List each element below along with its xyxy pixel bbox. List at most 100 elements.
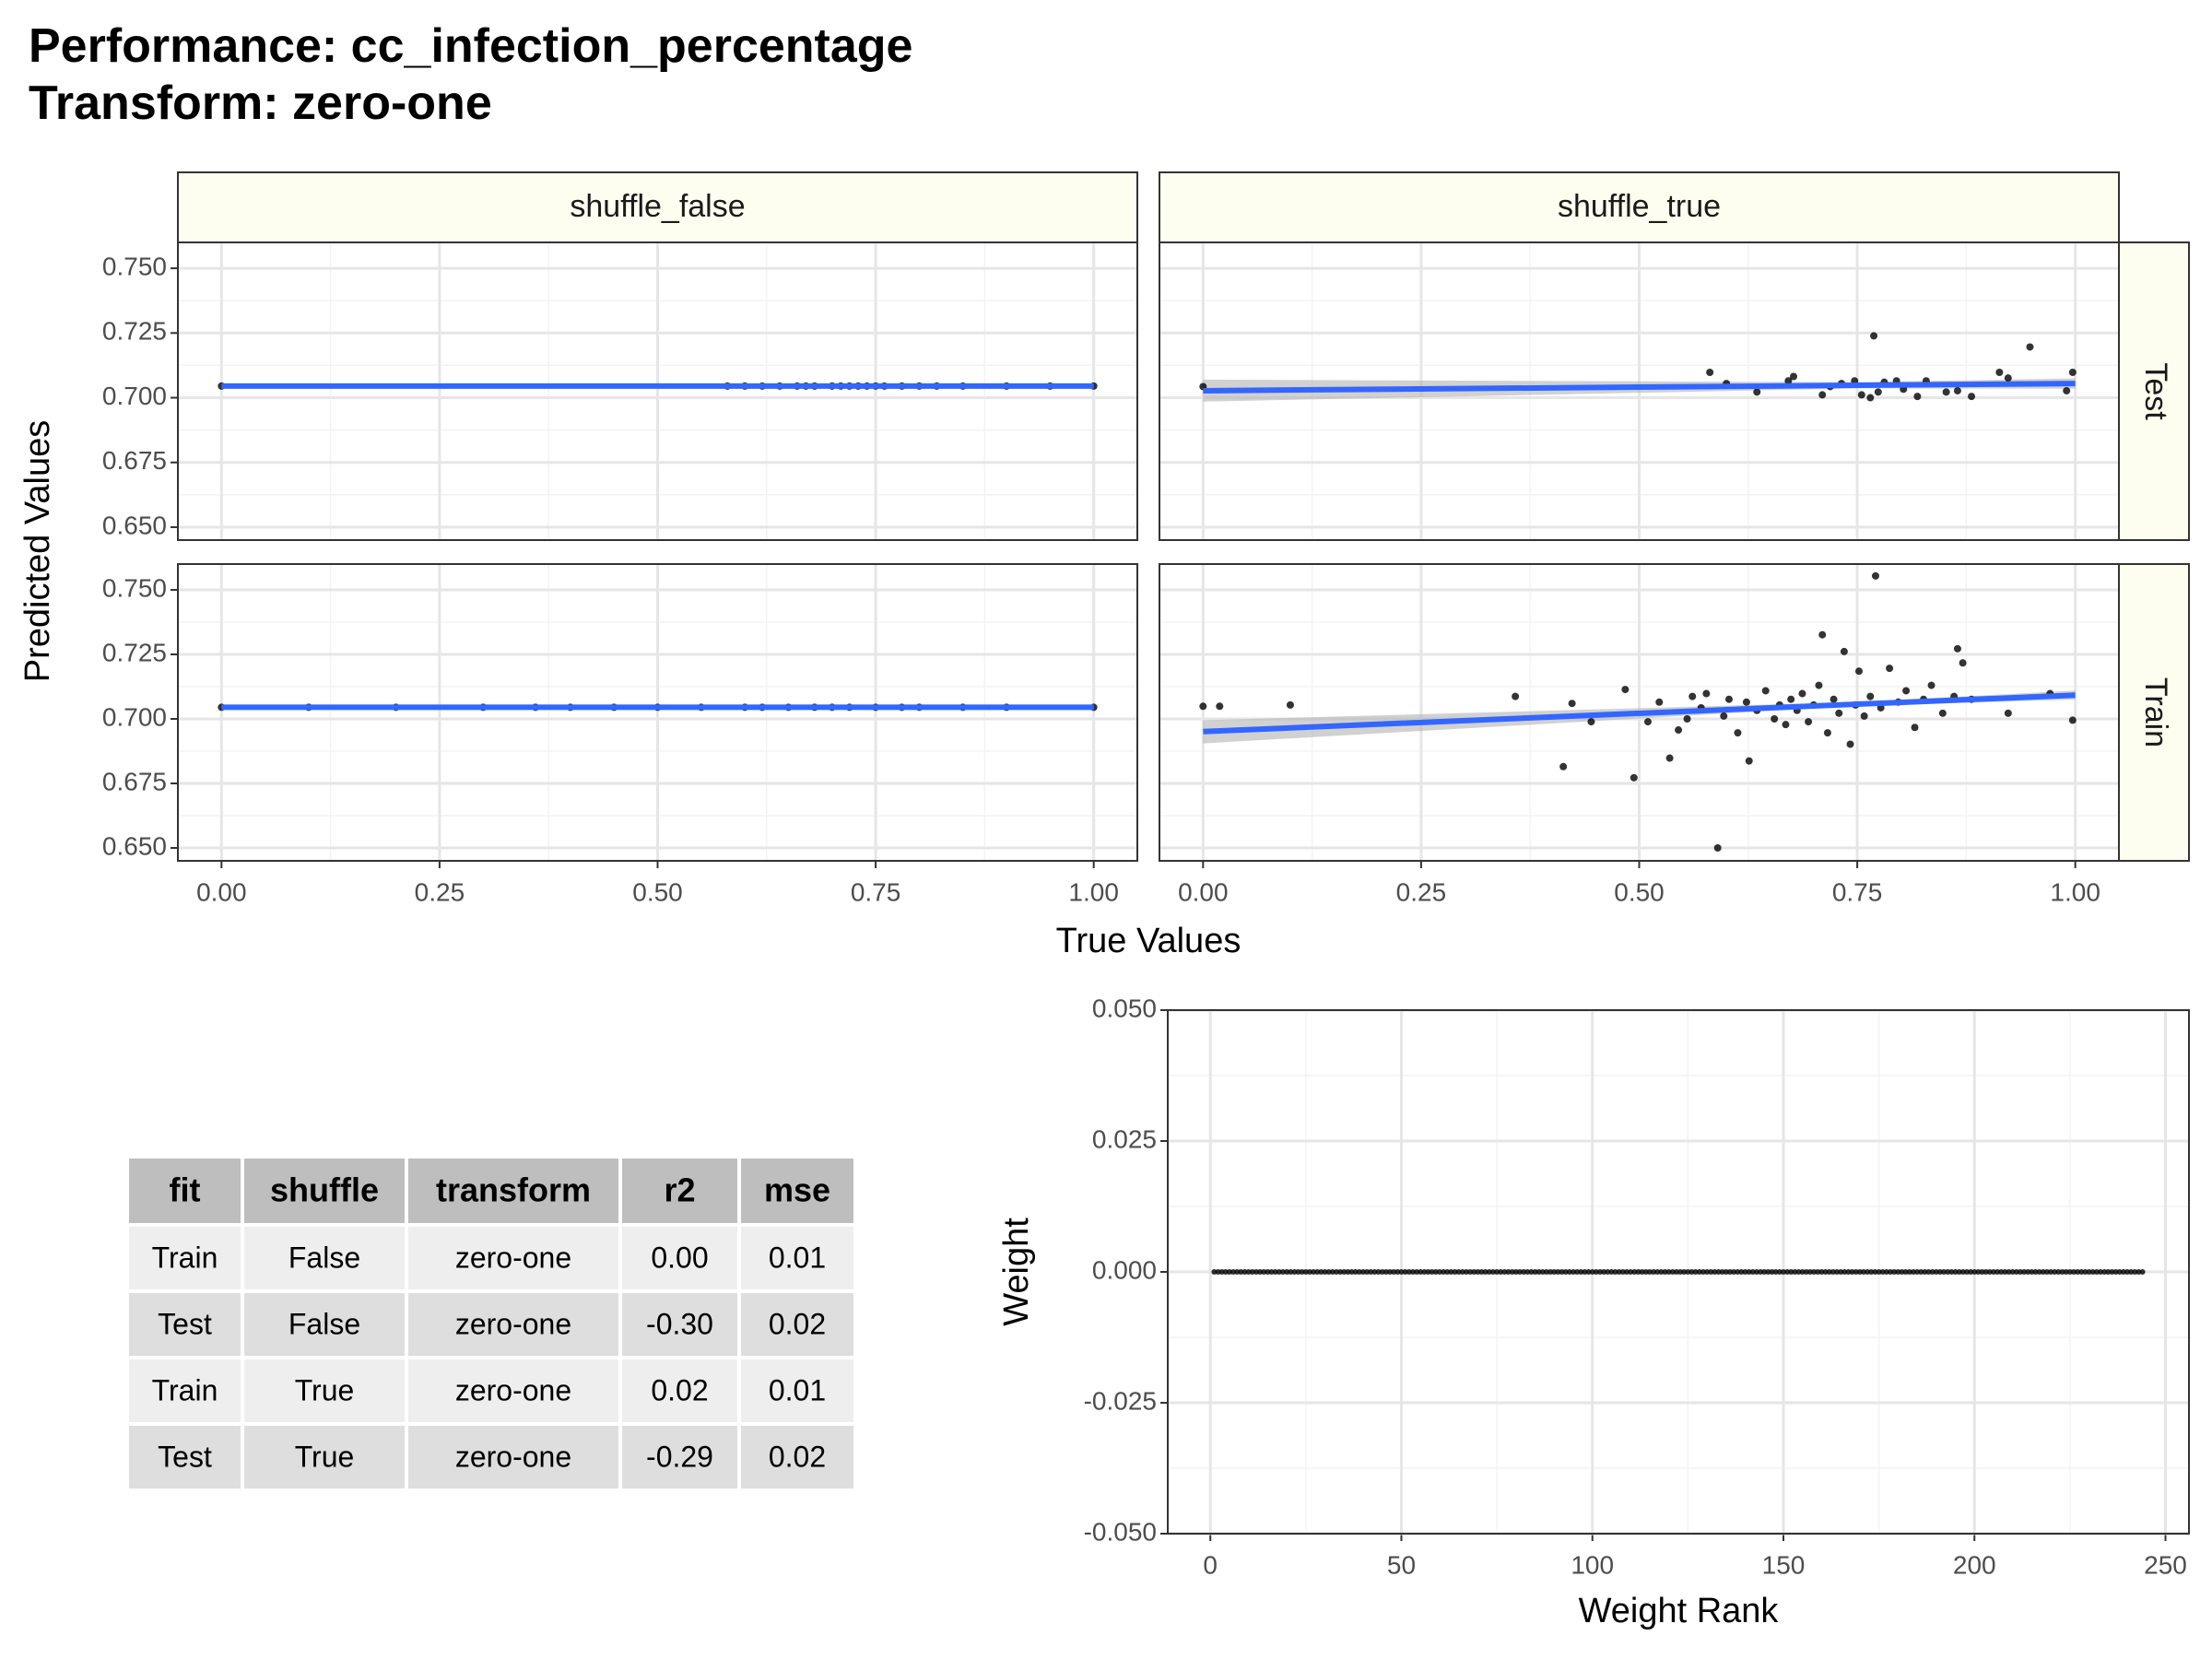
point xyxy=(1226,1269,1232,1275)
point xyxy=(2120,1269,2126,1275)
point xyxy=(1253,1269,1259,1275)
point xyxy=(2086,1269,2092,1275)
point xyxy=(1683,715,1691,723)
point xyxy=(1665,1269,1672,1275)
point xyxy=(1899,1269,1905,1275)
table-cell-text: False xyxy=(288,1241,360,1274)
point xyxy=(1394,1269,1401,1275)
y-tick-label: 0.700 xyxy=(102,382,167,410)
point xyxy=(1241,1269,1248,1275)
point xyxy=(1562,1269,1569,1275)
point xyxy=(1911,724,1919,732)
point xyxy=(1559,762,1568,771)
point xyxy=(1749,1269,1756,1275)
y-tick-label: 0.700 xyxy=(102,702,167,731)
table-cell-text: zero-one xyxy=(455,1440,571,1473)
point xyxy=(1441,1269,1447,1275)
point xyxy=(1463,1269,1469,1275)
point xyxy=(1975,1269,1982,1275)
point xyxy=(2052,1269,2058,1275)
point xyxy=(1811,1269,1818,1275)
point xyxy=(1834,1269,1841,1275)
point xyxy=(1486,1269,1492,1275)
point xyxy=(2032,1269,2039,1275)
point xyxy=(1835,709,1843,717)
point xyxy=(1587,718,1595,726)
point xyxy=(1436,1269,1442,1275)
point xyxy=(1771,715,1779,723)
point xyxy=(1874,388,1882,396)
point xyxy=(1971,1269,1978,1275)
point xyxy=(1432,1269,1439,1275)
point xyxy=(1713,844,1722,852)
point xyxy=(1375,1269,1382,1275)
point xyxy=(1853,1269,1859,1275)
point xyxy=(1918,1269,1924,1275)
point xyxy=(1329,1269,1335,1275)
point xyxy=(1215,1269,1221,1275)
point xyxy=(1630,773,1638,782)
point xyxy=(1692,1269,1699,1275)
strip xyxy=(177,171,1138,243)
table-cell xyxy=(125,1356,244,1426)
point xyxy=(1566,1269,1572,1275)
y-tick-label: 0.750 xyxy=(102,573,167,602)
point xyxy=(1726,1269,1733,1275)
table-cell-text: -0.30 xyxy=(646,1307,713,1340)
point xyxy=(1963,1269,1970,1275)
point xyxy=(1230,1269,1237,1275)
point xyxy=(1925,1269,1932,1275)
point xyxy=(1772,1269,1779,1275)
point xyxy=(1345,1269,1351,1275)
point xyxy=(1840,647,1848,655)
point xyxy=(1870,332,1878,340)
y-tick-label: 0.000 xyxy=(1092,1255,1157,1284)
point xyxy=(2105,1269,2112,1275)
point xyxy=(2017,1269,2023,1275)
point xyxy=(1352,1269,1359,1275)
point xyxy=(1578,1269,1584,1275)
strip-label: shuffle_true xyxy=(1558,189,1721,224)
point xyxy=(1482,1269,1488,1275)
y-tick-label: 0.650 xyxy=(102,511,167,539)
point xyxy=(1677,1269,1684,1275)
point xyxy=(1706,368,1714,376)
point xyxy=(1720,712,1728,720)
point xyxy=(1959,659,1967,667)
point xyxy=(1543,1269,1549,1275)
point xyxy=(2068,716,2077,724)
point xyxy=(1995,368,2004,376)
point xyxy=(2136,1269,2142,1275)
point xyxy=(1589,1269,1595,1275)
point xyxy=(2112,1269,2119,1275)
point xyxy=(1888,1269,1894,1275)
table-header-cell xyxy=(125,1155,244,1227)
point xyxy=(2021,1269,2028,1275)
point xyxy=(1628,1269,1634,1275)
point xyxy=(2036,1269,2042,1275)
point xyxy=(1585,1269,1592,1275)
point xyxy=(1299,1269,1305,1275)
point xyxy=(1539,1269,1546,1275)
point xyxy=(2128,1269,2135,1275)
point xyxy=(1337,1269,1344,1275)
point xyxy=(1646,1269,1653,1275)
point xyxy=(1322,1269,1328,1275)
point xyxy=(1532,1269,1538,1275)
point xyxy=(2075,1269,2081,1275)
point xyxy=(1455,1269,1462,1275)
point xyxy=(1675,726,1683,735)
y-tick-label: 0.675 xyxy=(102,446,167,475)
point xyxy=(1753,1269,1759,1275)
point xyxy=(1860,712,1868,720)
table-cell-text: 0.00 xyxy=(651,1241,708,1274)
table-cell-text: Test xyxy=(158,1440,212,1473)
point xyxy=(1945,1269,1951,1275)
point xyxy=(1700,1269,1706,1275)
point xyxy=(1927,681,1936,689)
point xyxy=(2040,1269,2046,1275)
point xyxy=(1913,393,1922,401)
x-tick-label: 0.50 xyxy=(1614,877,1665,906)
